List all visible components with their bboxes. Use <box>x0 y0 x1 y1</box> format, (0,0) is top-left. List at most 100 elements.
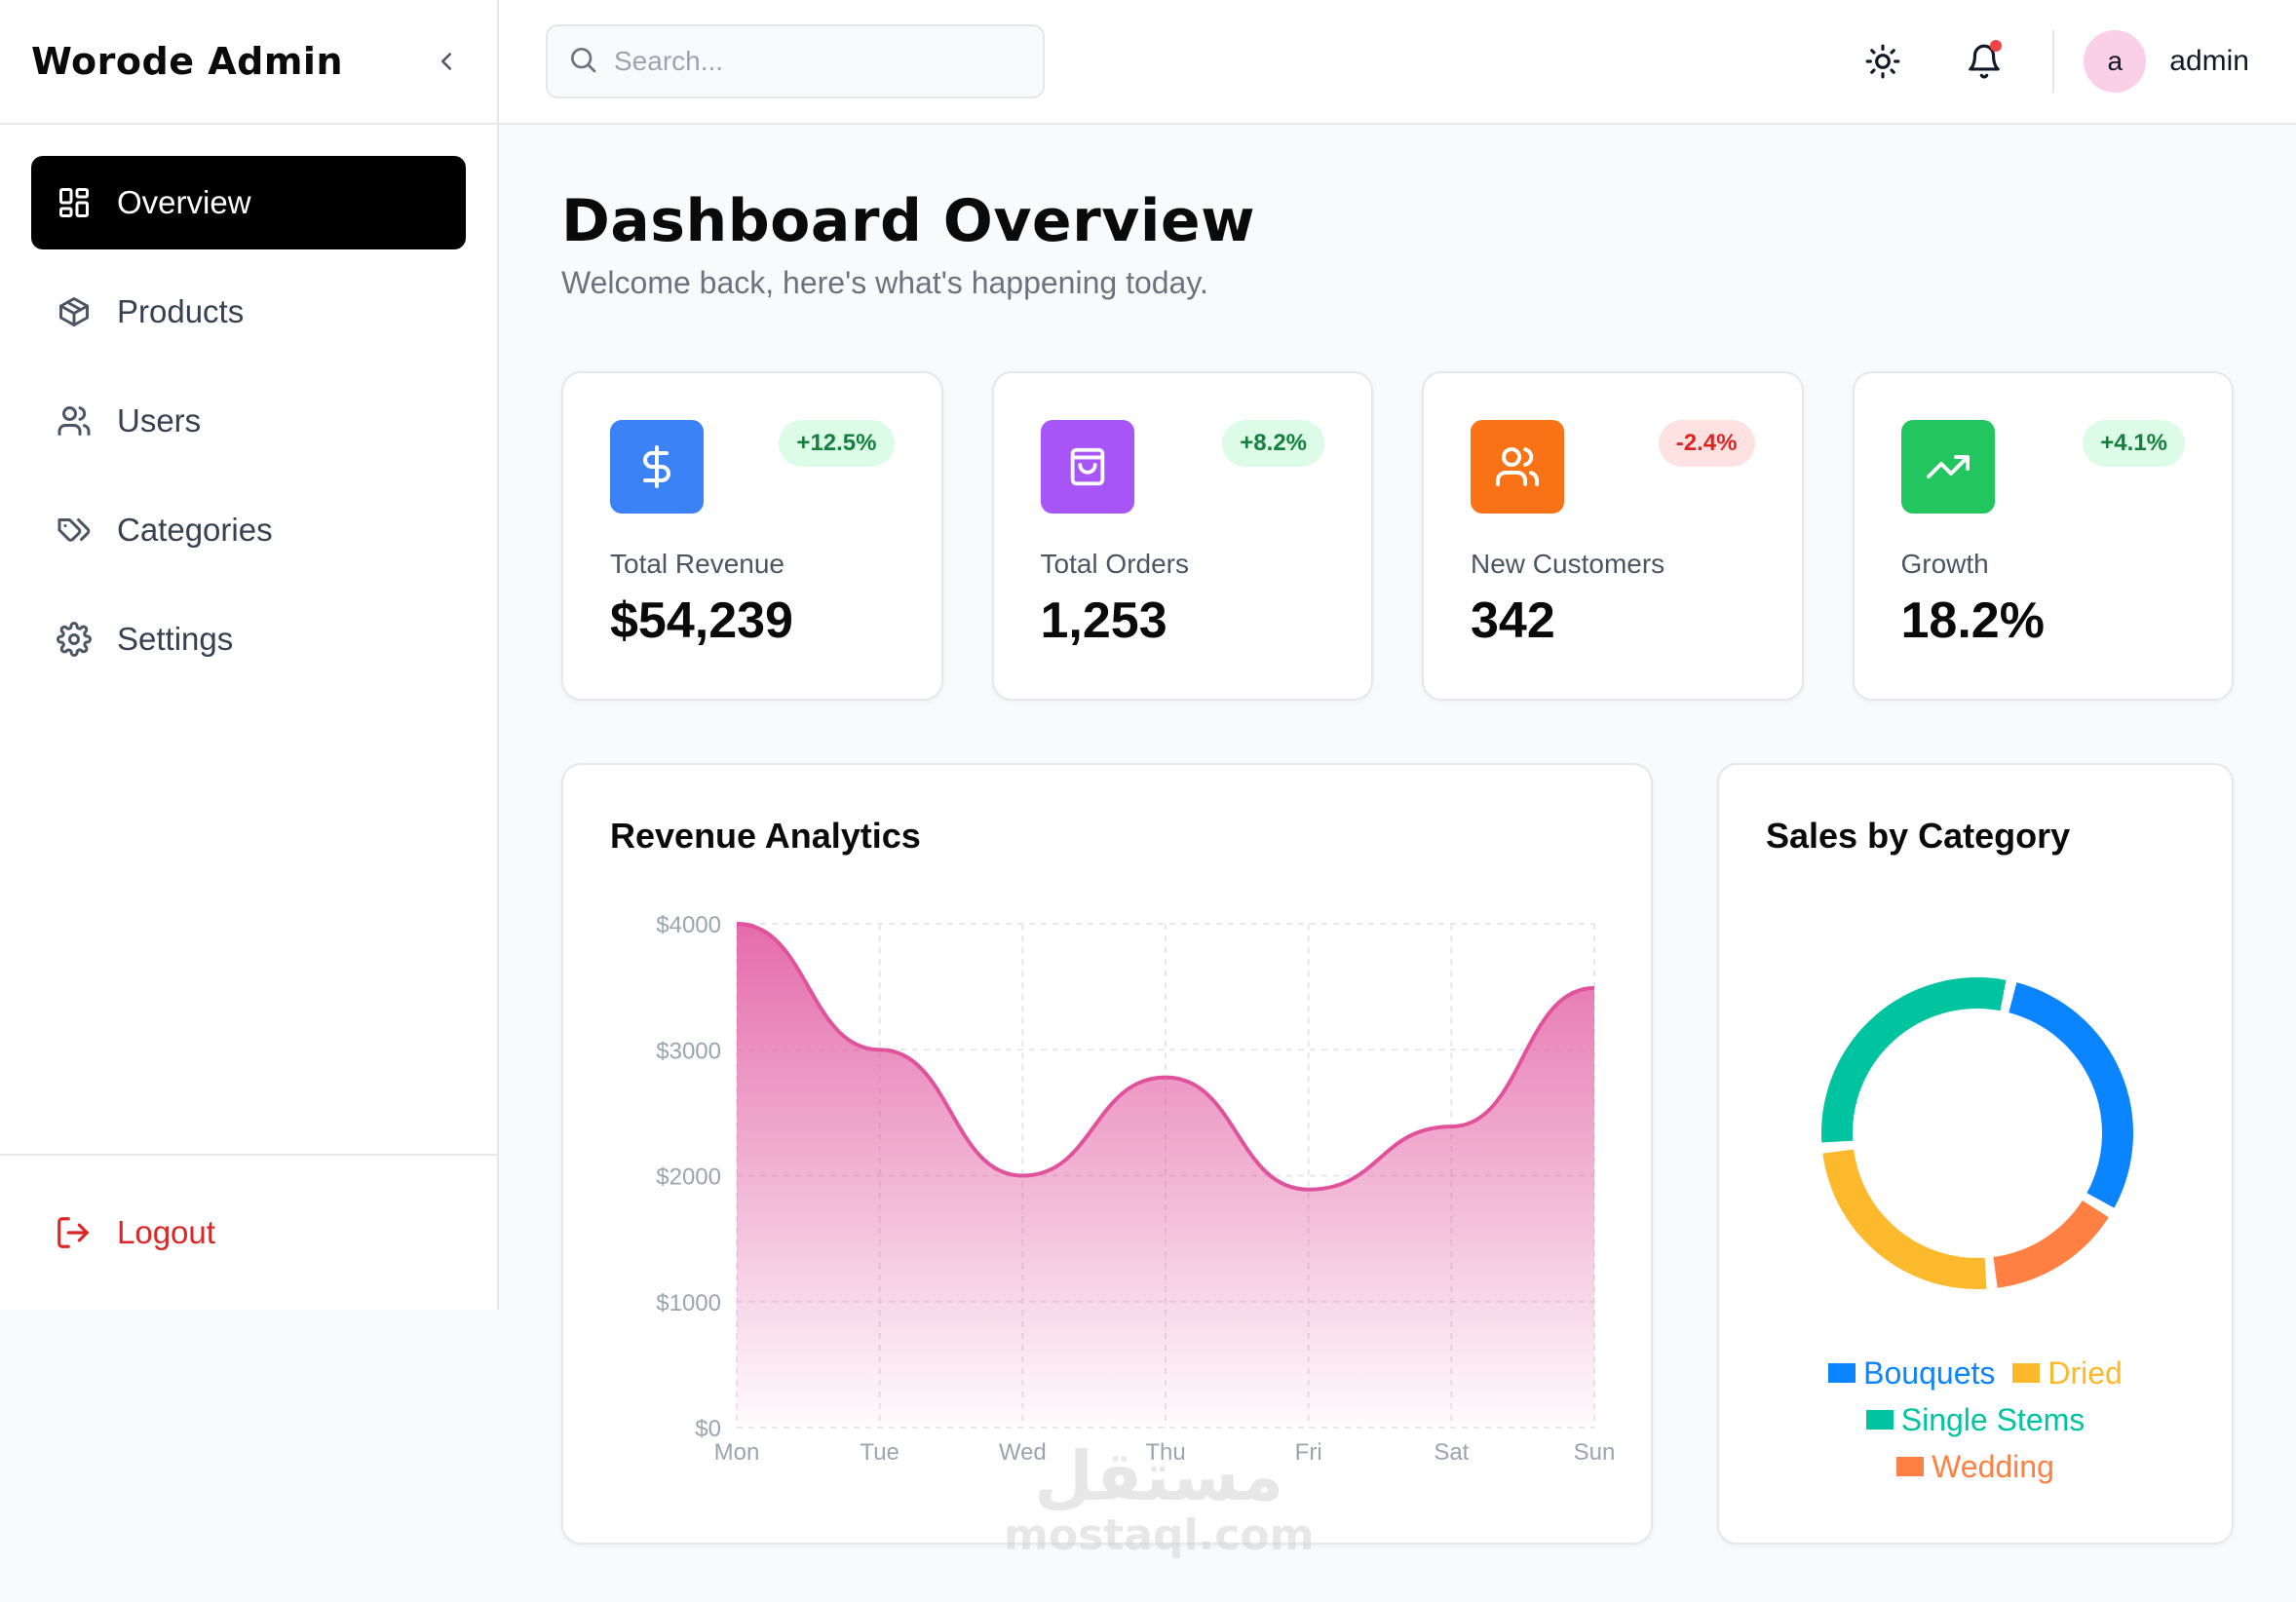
avatar[interactable]: a <box>2084 30 2147 93</box>
stat-label: Total Orders <box>1040 549 1190 579</box>
x-tick-label: Sun <box>1574 1439 1616 1466</box>
donut-slice-wedding[interactable] <box>1993 1200 2109 1288</box>
stat-icon-box <box>1040 420 1134 514</box>
revenue-line <box>736 922 1595 1192</box>
stat-label: Growth <box>1900 549 1989 579</box>
stats-row: +12.5% Total Revenue $54,239 +8.2% Total… <box>561 371 2234 701</box>
sidebar-item-label: Overview <box>117 184 251 220</box>
stat-card-customers: -2.4% New Customers 342 <box>1422 371 1804 701</box>
sidebar-item-label: Users <box>117 402 202 439</box>
dollar-icon <box>643 445 670 488</box>
stat-value: 342 <box>1471 592 1555 649</box>
sidebar-item-label: Products <box>117 293 245 329</box>
y-tick-label: $4000 <box>656 912 721 938</box>
legend-swatch <box>1828 1363 1856 1383</box>
sidebar-item-users[interactable]: Users <box>31 374 466 468</box>
stat-label: Total Revenue <box>610 549 785 579</box>
shopping-bag-icon <box>1070 447 1104 486</box>
chart-legend: Bouquets Dried Single Stems Wedding <box>1719 1350 2232 1490</box>
x-tick-label: Sat <box>1434 1439 1469 1466</box>
charts-row: Revenue Analytics $0 $1000 $2000 $3000 $4000… <box>561 763 2234 1545</box>
revenue-analytics-card: Revenue Analytics $0 $1000 $2000 $3000 $4000… <box>561 763 1653 1545</box>
stat-card-growth: +4.1% Growth 18.2% <box>1852 371 2234 701</box>
donut-slice-single-stems[interactable] <box>1821 977 2007 1143</box>
revenue-area-fill <box>737 924 1594 1428</box>
sidebar: Worode Admin Overview Products Users <box>0 0 499 1310</box>
x-tick-label: Mon <box>714 1439 760 1466</box>
sidebar-item-settings[interactable]: Settings <box>31 592 466 686</box>
legend-item-single-stems[interactable]: Single Stems <box>1865 1396 2086 1443</box>
sidebar-item-label: Settings <box>117 621 234 657</box>
users-icon <box>55 401 94 440</box>
legend-label: Wedding <box>1932 1449 2054 1484</box>
sun-icon <box>1865 44 1900 79</box>
gear-icon <box>55 620 94 659</box>
stat-value: 18.2% <box>1900 592 2045 649</box>
trending-up-icon <box>1926 455 1970 478</box>
chart-title: Revenue Analytics <box>610 816 921 856</box>
legend-swatch <box>1865 1410 1894 1430</box>
revenue-area-chart: $0 $1000 $2000 $3000 $4000 Mon Tue Wed Thu Fri Sat… <box>656 912 1616 1466</box>
legend-swatch <box>1896 1457 1925 1476</box>
theme-toggle-button[interactable] <box>1852 30 1914 93</box>
x-tick-label: Tue <box>860 1439 899 1466</box>
chevron-left-icon[interactable] <box>427 42 466 81</box>
change-badge: +8.2% <box>1222 420 1324 467</box>
legend-item-bouquets[interactable]: Bouquets <box>1828 1350 1995 1396</box>
notification-dot <box>1990 40 2003 52</box>
y-tick-label: $2000 <box>656 1164 721 1191</box>
stat-icon-box <box>1900 420 1995 514</box>
sidebar-item-products[interactable]: Products <box>31 265 466 359</box>
change-badge: -2.4% <box>1658 420 1755 467</box>
search-box[interactable] <box>546 24 1045 98</box>
sidebar-item-categories[interactable]: Categories <box>31 483 466 577</box>
stat-label: New Customers <box>1471 549 1665 579</box>
header-actions: a admin <box>1813 30 2249 93</box>
legend-label: Single Stems <box>1900 1402 2086 1437</box>
legend-label: Dried <box>2047 1355 2123 1391</box>
brand-logo[interactable]: Worode Admin <box>31 40 344 83</box>
y-tick-label: $1000 <box>656 1290 721 1316</box>
y-tick-label: $0 <box>695 1416 721 1442</box>
x-tick-label: Thu <box>1145 1439 1185 1466</box>
legend-swatch <box>2012 1363 2041 1383</box>
page-title: Dashboard Overview <box>561 187 1256 255</box>
donut-slice-bouquets[interactable] <box>2009 982 2133 1208</box>
legend-item-dried[interactable]: Dried <box>2012 1350 2123 1396</box>
legend-label: Bouquets <box>1863 1355 1996 1391</box>
search-icon <box>567 44 598 80</box>
legend-item-wedding[interactable]: Wedding <box>1896 1443 2054 1490</box>
stat-value: 1,253 <box>1040 592 1167 649</box>
username[interactable]: admin <box>2169 45 2249 77</box>
legend-row: Single Stems <box>1719 1396 2232 1443</box>
bell-icon <box>1969 44 2001 79</box>
package-icon <box>55 292 94 331</box>
notifications-button[interactable] <box>1953 30 2015 93</box>
sidebar-item-label: Categories <box>117 512 273 548</box>
users-icon <box>1496 447 1540 486</box>
main-content: Dashboard Overview Welcome back, here's … <box>561 125 2234 1545</box>
sidebar-item-overview[interactable]: Overview <box>31 156 466 249</box>
x-tick-label: Wed <box>999 1439 1047 1466</box>
tags-icon <box>55 511 94 550</box>
header-divider <box>2052 30 2055 93</box>
x-tick-label: Fri <box>1295 1439 1322 1466</box>
category-donut-chart <box>1821 977 2133 1289</box>
top-header: a admin <box>499 0 2296 125</box>
stat-card-revenue: +12.5% Total Revenue $54,239 <box>561 371 943 701</box>
stat-icon-box <box>610 420 704 514</box>
donut-slice-dried[interactable] <box>1822 1149 1987 1289</box>
search-input[interactable] <box>614 46 1023 77</box>
legend-row: Bouquets Dried <box>1719 1350 2232 1396</box>
change-badge: +4.1% <box>2083 420 2185 467</box>
brand-bar: Worode Admin <box>0 0 497 125</box>
logout-button[interactable]: Logout <box>0 1154 497 1310</box>
stat-value: $54,239 <box>610 592 793 649</box>
stat-card-orders: +8.2% Total Orders 1,253 <box>991 371 1373 701</box>
change-badge: +12.5% <box>779 420 895 467</box>
layout-grid-icon <box>55 183 94 222</box>
page-subtitle: Welcome back, here's what's happening to… <box>561 265 1208 300</box>
chart-title: Sales by Category <box>1766 816 2071 856</box>
sidebar-nav: Overview Products Users Categories Setti… <box>0 125 497 733</box>
legend-row: Wedding <box>1719 1443 2232 1490</box>
